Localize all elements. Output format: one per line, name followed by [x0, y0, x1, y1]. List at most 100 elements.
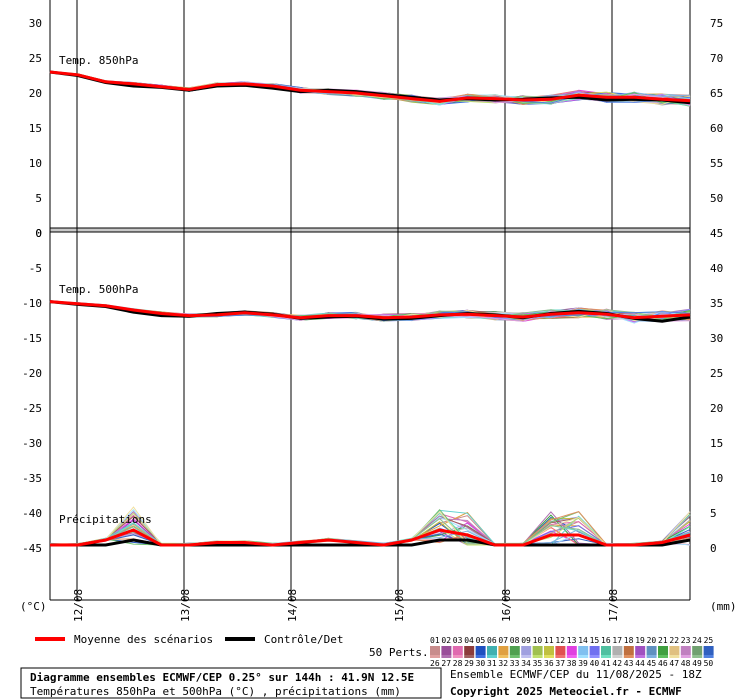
chart-frame [49, 0, 691, 601]
mean-line [49, 70, 691, 103]
member-number: 17 [612, 636, 622, 645]
member-number: 06 [487, 636, 497, 645]
right-tick-label: 50 [710, 192, 723, 205]
left-unit-label: (°C) [20, 600, 47, 613]
member-swatch [589, 655, 600, 658]
right-tick-label: 30 [710, 332, 723, 345]
member-swatch [487, 655, 497, 658]
member-number: 28 [453, 659, 463, 668]
member-swatch [658, 646, 668, 655]
member-number: 20 [647, 636, 657, 645]
member-swatch [464, 646, 475, 655]
member-number: 02 [441, 636, 451, 645]
member-number: 40 [590, 659, 600, 668]
member-swatch [532, 655, 543, 658]
ensemble-member-line [49, 71, 691, 107]
footer-subtitle: Températures 850hPa et 500hPa (°C) , pré… [30, 685, 401, 698]
footer-title: Diagramme ensembles ECMWF/CEP 0.25° sur … [30, 671, 414, 684]
member-number: 29 [464, 659, 474, 668]
member-number: 11 [544, 636, 554, 645]
member-number: 33 [510, 659, 520, 668]
left-tick-label: 15 [29, 122, 42, 135]
member-number: 09 [521, 636, 531, 645]
date-label: 13/08 [179, 589, 192, 622]
member-swatch [703, 646, 714, 655]
left-tick-label: 30 [29, 17, 42, 30]
member-number: 10 [533, 636, 543, 645]
member-number: 30 [476, 659, 486, 668]
member-number: 15 [590, 636, 600, 645]
member-number: 39 [578, 659, 588, 668]
member-number: 21 [658, 636, 668, 645]
member-swatch [703, 655, 714, 658]
member-number: 38 [567, 659, 577, 668]
main-series [49, 70, 691, 547]
member-swatch [487, 646, 497, 655]
left-tick-label: 20 [29, 87, 42, 100]
member-swatch [430, 655, 440, 658]
left-tick-label: 5 [35, 192, 42, 205]
member-swatch [452, 655, 463, 658]
member-swatch [555, 655, 566, 658]
member-number: 47 [669, 659, 679, 668]
member-number: 23 [681, 636, 691, 645]
member-number: 41 [601, 659, 611, 668]
member-swatch [658, 655, 668, 658]
member-number: 36 [544, 659, 554, 668]
member-swatch [555, 646, 566, 655]
member-number: 50 [704, 659, 714, 668]
right-tick-label: 45 [710, 227, 723, 240]
member-number: 14 [578, 636, 588, 645]
member-swatch [441, 646, 452, 655]
member-swatch [464, 655, 475, 658]
member-swatch [623, 646, 634, 655]
left-tick-label: -15 [22, 332, 42, 345]
legend: Moyenne des scénarios Contrôle/Det 50 Pe… [35, 633, 714, 668]
legend-perts-label: 50 Perts. [369, 646, 429, 659]
right-tick-label: 65 [710, 87, 723, 100]
left-tick-label: -40 [22, 507, 42, 520]
member-swatch [692, 646, 703, 655]
member-swatch [521, 655, 532, 658]
member-swatch [601, 646, 611, 655]
member-swatch [509, 646, 520, 655]
member-number: 49 [692, 659, 702, 668]
member-number: 32 [498, 659, 508, 668]
mean-line [49, 300, 691, 320]
member-number: 42 [612, 659, 622, 668]
left-tick-label: 0 [35, 227, 42, 240]
left-tick-label: -45 [22, 542, 42, 555]
date-label: 17/08 [607, 589, 620, 622]
member-number: 48 [681, 659, 691, 668]
member-swatch [566, 655, 577, 658]
member-swatch [521, 646, 532, 655]
member-swatch [578, 655, 589, 658]
member-number: 22 [669, 636, 679, 645]
right-tick-label: 55 [710, 157, 723, 170]
left-tick-label: -5 [29, 262, 42, 275]
member-number: 18 [624, 636, 634, 645]
ensemble-members [49, 70, 691, 546]
member-swatch [680, 655, 691, 658]
member-number: 31 [487, 659, 497, 668]
member-number: 45 [647, 659, 657, 668]
member-swatch [532, 646, 543, 655]
member-swatch [589, 646, 600, 655]
member-swatch [623, 655, 634, 658]
right-tick-label: 35 [710, 297, 723, 310]
right-tick-label: 70 [710, 52, 723, 65]
member-swatch [692, 655, 703, 658]
date-label: 14/08 [286, 589, 299, 622]
member-number: 12 [555, 636, 565, 645]
right-tick-label: 15 [710, 437, 723, 450]
member-swatch [498, 655, 509, 658]
date-label: 12/08 [72, 589, 85, 622]
left-tick-label: -35 [22, 472, 42, 485]
right-tick-label: 20 [710, 402, 723, 415]
member-swatch [680, 646, 691, 655]
left-tick-label: -25 [22, 402, 42, 415]
member-number: 37 [555, 659, 565, 668]
member-number: 35 [533, 659, 543, 668]
left-tick-label: 0 [35, 227, 42, 240]
member-number: 13 [567, 636, 577, 645]
